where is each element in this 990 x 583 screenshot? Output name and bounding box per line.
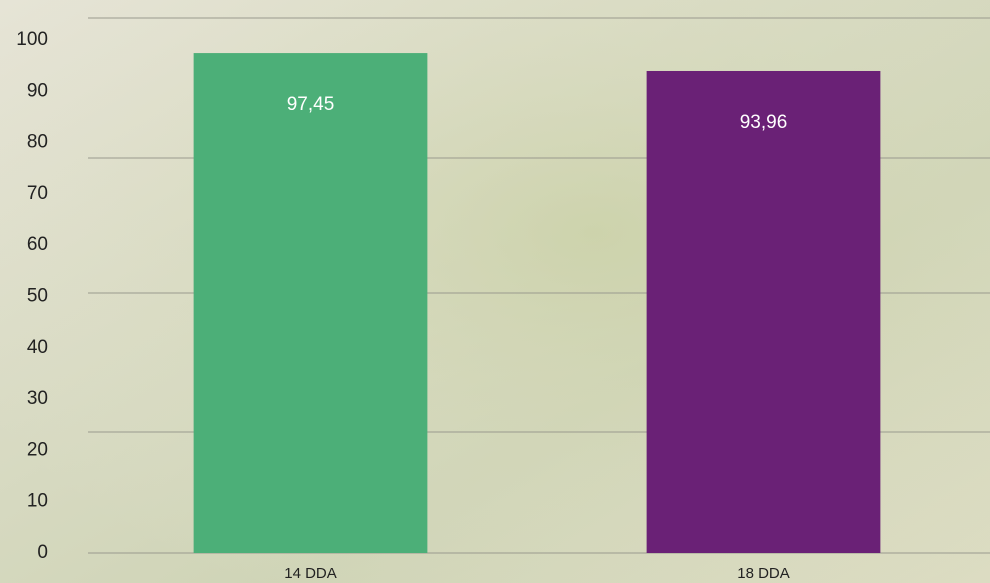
value-label: 97,45 bbox=[287, 94, 335, 115]
y-tick-label: 60 bbox=[27, 234, 48, 255]
y-tick-label: 90 bbox=[27, 80, 48, 101]
x-tick-label: 18 DDA bbox=[737, 565, 790, 582]
value-label: 93,96 bbox=[740, 112, 788, 133]
y-tick-label: 30 bbox=[27, 388, 48, 409]
chart: 0 10 20 30 40 50 60 70 80 90 100 14 DDA 18 DDA 97,45 9… bbox=[0, 0, 990, 583]
y-tick-label: 50 bbox=[27, 286, 48, 307]
y-tick-label: 0 bbox=[37, 542, 48, 563]
y-tick-label: 100 bbox=[16, 29, 48, 50]
y-tick-label: 80 bbox=[27, 132, 48, 153]
y-tick-label: 70 bbox=[27, 183, 48, 204]
y-tick-label: 10 bbox=[27, 491, 48, 512]
x-tick-label: 14 DDA bbox=[284, 565, 337, 582]
y-tick-label: 20 bbox=[27, 439, 48, 460]
bar bbox=[194, 53, 428, 553]
bar bbox=[647, 71, 881, 553]
y-tick-label: 40 bbox=[27, 337, 48, 358]
